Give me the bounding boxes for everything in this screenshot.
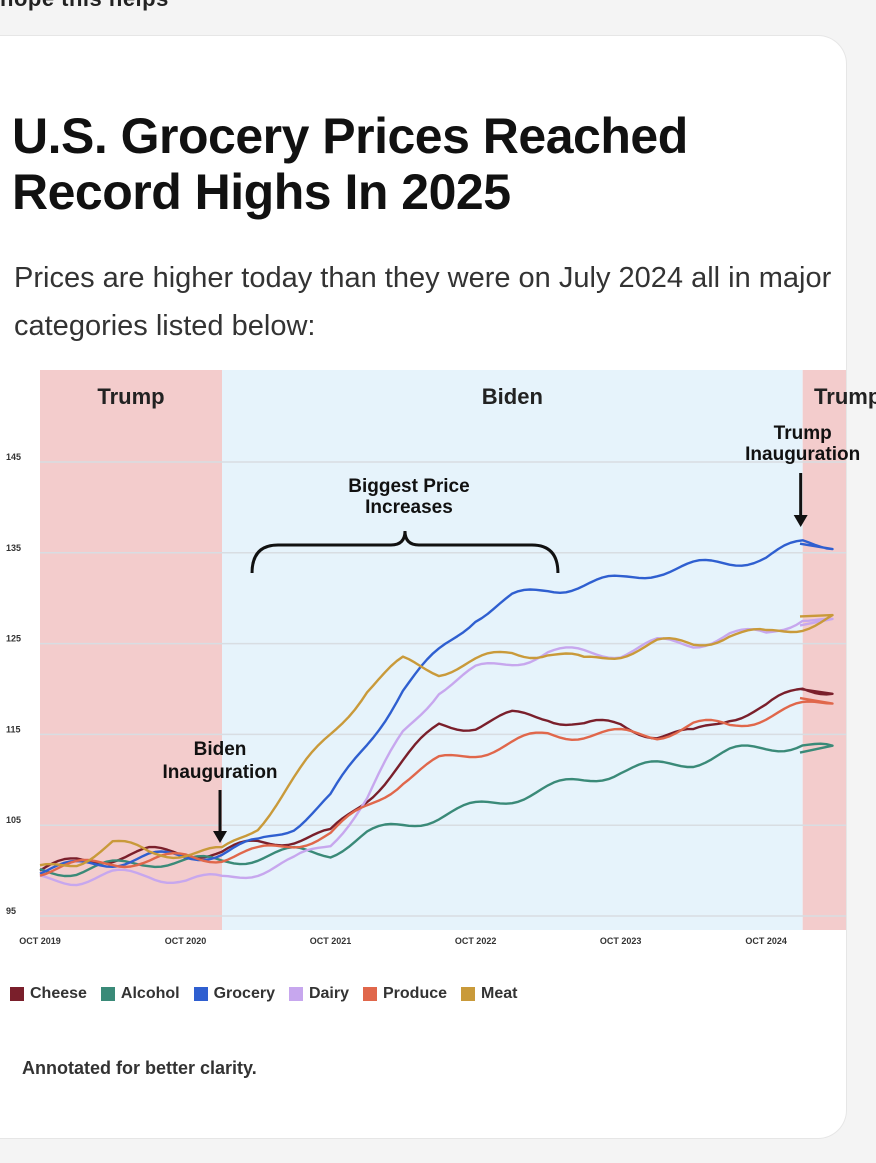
x-tick-label: OCT 2024 [745, 936, 787, 946]
biggest-increase-bracket [250, 530, 560, 574]
x-tick-label: OCT 2022 [455, 936, 497, 946]
legend-swatch [100, 987, 115, 1001]
chart-legend: Cheese Alcohol Grocery Dairy Produce Meat [10, 985, 517, 1003]
cutoff-header: hope this helps [0, 0, 876, 12]
y-tick-label: 105 [6, 815, 21, 825]
footnote: Annotated for better clarity. [22, 1058, 257, 1078]
trump-arrow-head [793, 515, 808, 527]
legend-label: Dairy [308, 985, 349, 1002]
legend-label: Produce [383, 985, 448, 1002]
series-line-meat [39, 613, 834, 868]
legend-swatch [288, 987, 303, 1001]
legend-item-cheese: Cheese [10, 985, 87, 1003]
legend-label: Alcohol [120, 985, 180, 1002]
y-tick-label: 135 [6, 543, 21, 553]
period-label: Biden [482, 384, 543, 409]
period-label: Trump [814, 384, 876, 409]
price-chart: Trump Biden Trump 95 105 115 125 135 145 OCT 2019… [6, 370, 876, 946]
x-tick-label: OCT 2023 [600, 936, 642, 946]
series-line-alcohol [39, 742, 834, 878]
biggest-increase-label: Increases [365, 497, 453, 518]
period-band [40, 370, 223, 930]
period-label: Trump [97, 384, 164, 409]
legend-label: Cheese [30, 985, 87, 1002]
cutoff-text: hope this helps [0, 0, 169, 12]
legend-item-grocery: Grocery [193, 985, 275, 1003]
y-tick-label: 125 [6, 634, 21, 644]
series-line-cheese [39, 687, 834, 872]
x-tick-label: OCT 2020 [165, 936, 207, 946]
biden-inauguration-label: Biden [194, 739, 247, 760]
x-tick-label: OCT 2021 [310, 936, 352, 946]
y-tick-label: 95 [6, 906, 16, 916]
legend-item-alcohol: Alcohol [100, 985, 180, 1003]
legend-item-produce: Produce [363, 985, 447, 1003]
biden-inauguration-label: Inauguration [162, 762, 277, 783]
chart-title: U.S. Grocery Prices Reached Record Highs… [12, 108, 688, 220]
y-tick-label: 145 [6, 452, 21, 462]
legend-swatch [363, 987, 377, 1001]
trump-inauguration-label: Inauguration [745, 444, 860, 465]
legend-swatch [10, 987, 24, 1001]
trump-inauguration-label: Trump [774, 423, 832, 444]
legend-swatch [461, 987, 476, 1001]
period-band [802, 370, 846, 930]
biggest-increase-label: Biggest Price [348, 476, 469, 497]
series-line-produce [39, 696, 834, 877]
legend-item-meat: Meat [461, 985, 517, 1003]
period-band [222, 370, 803, 930]
x-tick-label: OCT 2019 [19, 936, 61, 946]
y-tick-label: 115 [6, 724, 21, 734]
legend-label: Meat [481, 985, 518, 1002]
chart-subtitle: Prices are higher today than they were o… [14, 262, 832, 342]
legend-label: Grocery [213, 985, 275, 1002]
legend-swatch [193, 987, 208, 1001]
legend-item-dairy: Dairy [288, 985, 349, 1003]
biden-arrow-head [213, 831, 228, 843]
